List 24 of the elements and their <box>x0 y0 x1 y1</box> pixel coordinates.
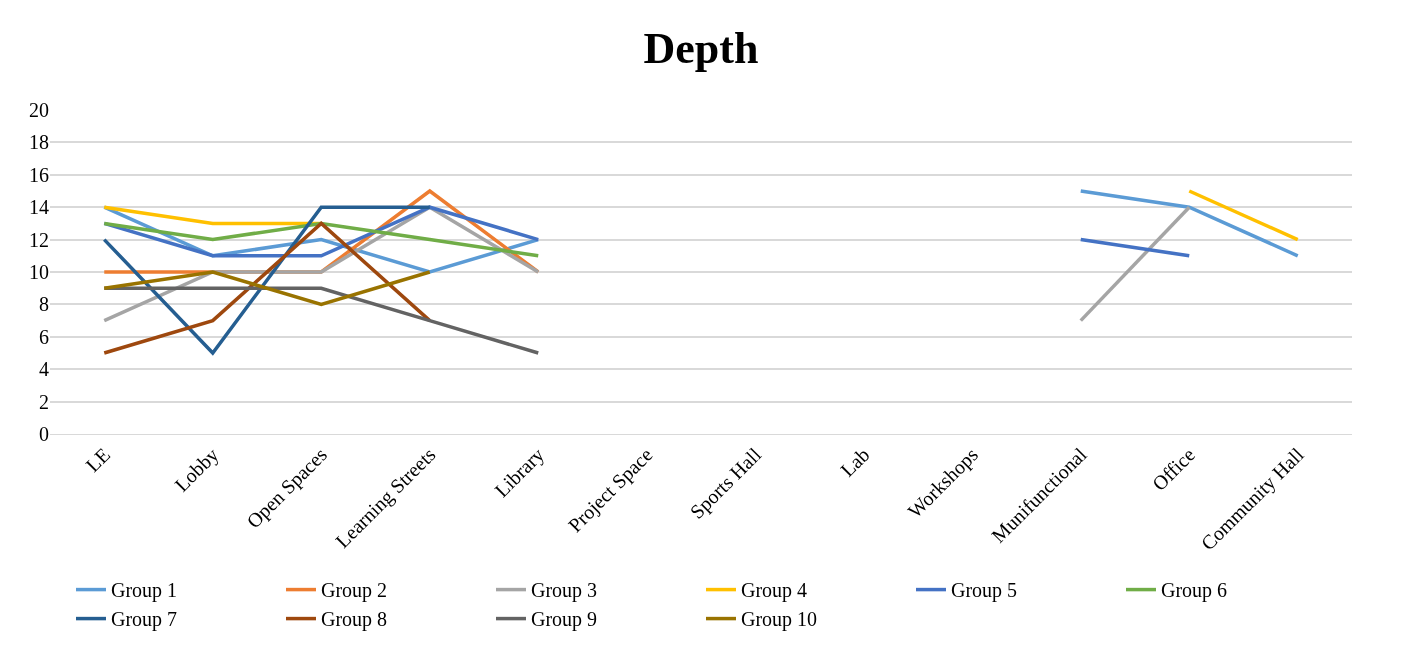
legend-label: Group 1 <box>111 579 178 603</box>
legend-label: Group 8 <box>321 608 388 632</box>
y-tick-label: 20 <box>29 99 49 121</box>
y-tick-label: 18 <box>29 131 49 154</box>
legend-label: Group 6 <box>1161 579 1228 603</box>
y-tick-label: 16 <box>29 163 49 186</box>
x-tick-label: LE <box>81 443 115 477</box>
chart-title: Depth <box>643 24 759 74</box>
y-tick-label: 2 <box>39 390 49 413</box>
legend-label: Group 5 <box>951 579 1018 603</box>
legend-label: Group 2 <box>321 579 388 603</box>
x-tick-label: Lab <box>836 443 874 481</box>
legend-label: Group 4 <box>741 579 808 603</box>
y-tick-label: 10 <box>29 261 49 283</box>
y-tick-label: 0 <box>39 423 49 445</box>
y-tick-label: 8 <box>39 293 49 316</box>
legend-label: Group 7 <box>111 608 178 632</box>
legend-label: Group 3 <box>531 579 598 603</box>
y-tick-label: 12 <box>29 228 49 251</box>
legend-label: Group 9 <box>531 608 598 632</box>
legend-label: Group 10 <box>741 608 818 632</box>
y-tick-label: 6 <box>39 325 49 348</box>
y-tick-label: 14 <box>29 196 49 219</box>
y-tick-label: 4 <box>39 358 49 381</box>
